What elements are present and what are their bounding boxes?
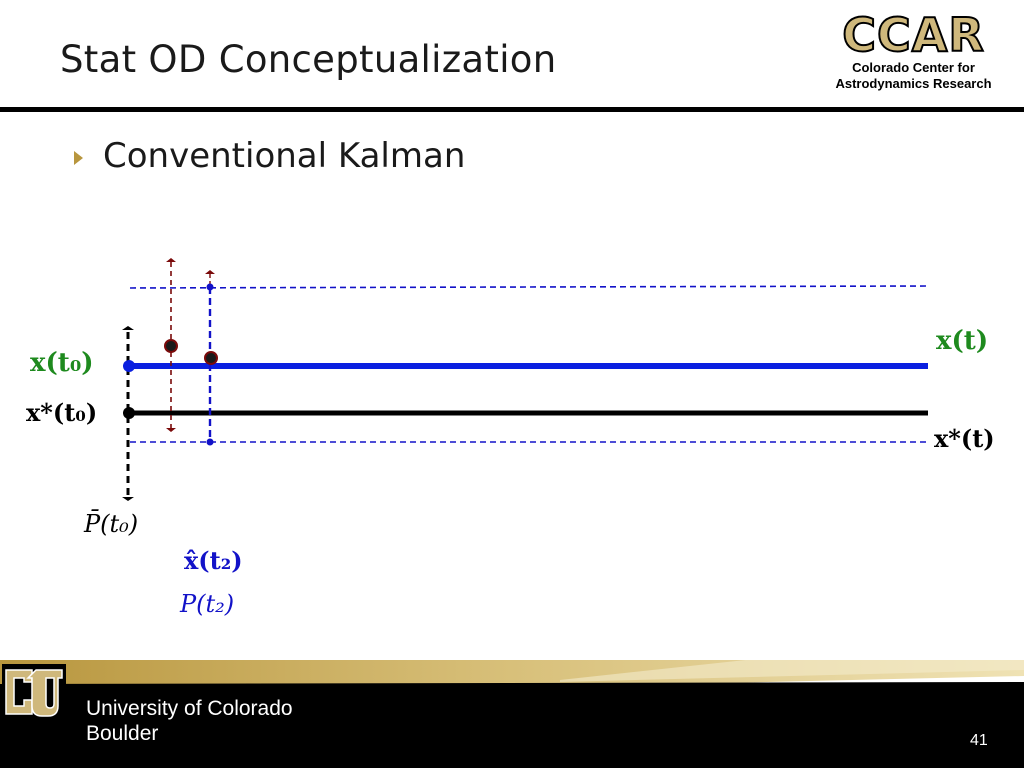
xstar-t0-point	[123, 407, 135, 419]
kalman-diagram	[122, 258, 929, 501]
footer-bar: University of Colorado Boulder 41	[0, 660, 1024, 768]
label-xstar-t0: x*(t₀)	[26, 398, 98, 427]
title-divider	[0, 107, 1024, 112]
prior-covariance-bottom-arrow	[122, 497, 134, 501]
university-name-line2: Boulder	[86, 722, 159, 745]
label-xstar-t: x*(t)	[934, 424, 995, 453]
xhat-t2-point	[204, 351, 218, 365]
label-xhat-t2: x̂(t₂)	[184, 546, 243, 575]
ccar-logo: CCAR Colorado Center for Astrodynamics R…	[826, 8, 1001, 92]
footer-background	[0, 660, 1024, 768]
estimate-upper-marker	[206, 283, 214, 291]
estimate-lower-marker	[206, 438, 214, 446]
footer-black-band	[0, 682, 1024, 768]
label-x-t: x(t)	[936, 326, 989, 356]
cu-logo	[2, 664, 66, 718]
page-number: 41	[970, 732, 988, 749]
footer-highlight	[560, 660, 1024, 682]
ccar-logo-mark: CCAR	[841, 8, 985, 62]
x-t0-point	[123, 360, 135, 372]
prior-covariance-top-arrow	[122, 326, 134, 330]
label-x-t0: x(t₀)	[30, 348, 94, 378]
bullet-text: Conventional Kalman	[103, 136, 466, 176]
ccar-logo-subtitle-1: Colorado Center for	[852, 60, 975, 75]
university-name-line1: University of Colorado	[86, 697, 293, 720]
label-p-t2: P(t₂)	[180, 590, 235, 618]
covariance-upper-bound	[129, 285, 929, 289]
bullet-arrow-icon	[74, 151, 83, 165]
label-pbar-t0: P̄(t₀)	[84, 510, 139, 538]
t2-top-cap-arrow	[205, 270, 215, 274]
ccar-logo-subtitle-2: Astrodynamics Research	[835, 76, 992, 91]
slide-title: Stat OD Conceptualization	[60, 38, 557, 81]
intermediate-covariance-bottom-arrow	[166, 428, 176, 432]
intermediate-estimate-point	[164, 339, 178, 353]
bullet-item: Conventional Kalman	[74, 136, 465, 176]
intermediate-covariance-top-arrow	[166, 258, 176, 262]
